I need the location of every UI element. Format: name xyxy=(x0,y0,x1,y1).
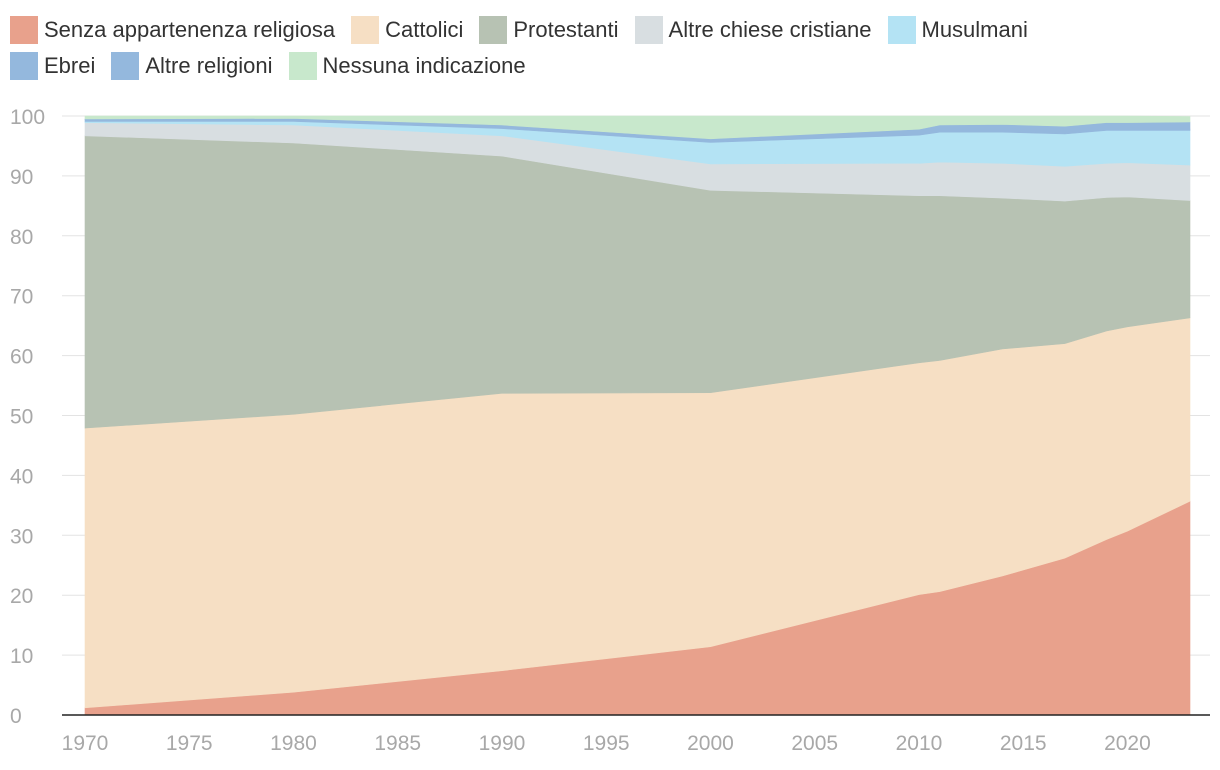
legend-label-senza-appartenenza: Senza appartenenza religiosa xyxy=(44,17,336,42)
legend-label-musulmani: Musulmani xyxy=(921,17,1028,42)
area-nessuna-indicazione xyxy=(84,115,1191,140)
legend-row-1: Senza appartenenza religiosa Cattolici P… xyxy=(10,12,1210,48)
legend-label-nessuna-indicazione: Nessuna indicazione xyxy=(322,53,526,78)
legend-swatch-altre-religioni xyxy=(111,52,140,80)
y-tick-label: 100 xyxy=(10,106,45,129)
legend-item-protestanti: Protestanti xyxy=(479,16,619,44)
y-tick-label: 20 xyxy=(10,585,33,608)
x-tick-label: 2015 xyxy=(1000,732,1047,755)
legend-item-altre-religioni: Altre religioni xyxy=(111,52,273,80)
x-tick-label: 1990 xyxy=(479,732,526,755)
legend-swatch-nessuna-indicazione xyxy=(288,52,317,80)
y-tick-label: 60 xyxy=(10,346,33,369)
legend-swatch-ebrei xyxy=(10,52,38,80)
x-tick-label: 1975 xyxy=(166,732,213,755)
legend-row-2: Ebrei Altre religioni Nessuna indicazion… xyxy=(10,48,1210,84)
legend-swatch-musulmani xyxy=(887,16,916,44)
legend-label-protestanti: Protestanti xyxy=(513,17,619,42)
legend-item-altre-chiese: Altre chiese cristiane xyxy=(634,16,872,44)
x-tick-label: 2000 xyxy=(687,732,734,755)
legend-label-altre-chiese: Altre chiese cristiane xyxy=(668,17,872,42)
x-tick-label: 1980 xyxy=(270,732,317,755)
x-tick-label: 2005 xyxy=(791,732,838,755)
legend-label-altre-religioni: Altre religioni xyxy=(145,53,273,78)
legend-item-ebrei: Ebrei xyxy=(10,52,95,80)
legend-label-cattolici: Cattolici xyxy=(385,17,464,42)
x-tick-label: 1995 xyxy=(583,732,630,755)
y-tick-label: 80 xyxy=(10,226,33,249)
legend-swatch-protestanti xyxy=(479,16,508,44)
legend-item-cattolici: Cattolici xyxy=(351,16,463,44)
x-tick-label: 1985 xyxy=(374,732,421,755)
y-tick-label: 40 xyxy=(10,465,33,488)
legend-swatch-cattolici xyxy=(351,16,380,44)
y-tick-label: 70 xyxy=(10,286,33,309)
y-tick-label: 0 xyxy=(10,705,22,728)
legend-item-senza-appartenenza: Senza appartenenza religiosa xyxy=(10,16,335,44)
y-tick-label: 50 xyxy=(10,406,33,429)
area-series xyxy=(84,115,1191,716)
y-tick-label: 30 xyxy=(10,525,33,548)
y-tick-label: 10 xyxy=(10,645,33,668)
legend-item-musulmani: Musulmani xyxy=(887,16,1028,44)
x-tick-label: 1970 xyxy=(62,732,109,755)
x-tick-label: 2020 xyxy=(1104,732,1151,755)
x-tick-label: 2010 xyxy=(896,732,943,755)
y-tick-label: 90 xyxy=(10,166,33,189)
legend: Senza appartenenza religiosa Cattolici P… xyxy=(10,12,1210,84)
legend-label-ebrei: Ebrei xyxy=(44,53,96,78)
axes: 0 10 20 30 40 50 60 70 80 90 100 1970 1975 1980 1985 19… xyxy=(10,106,1210,755)
legend-swatch-senza-appartenenza xyxy=(10,16,38,44)
legend-item-nessuna-indicazione: Nessuna indicazione xyxy=(288,52,526,80)
legend-swatch-altre-chiese xyxy=(634,16,663,44)
